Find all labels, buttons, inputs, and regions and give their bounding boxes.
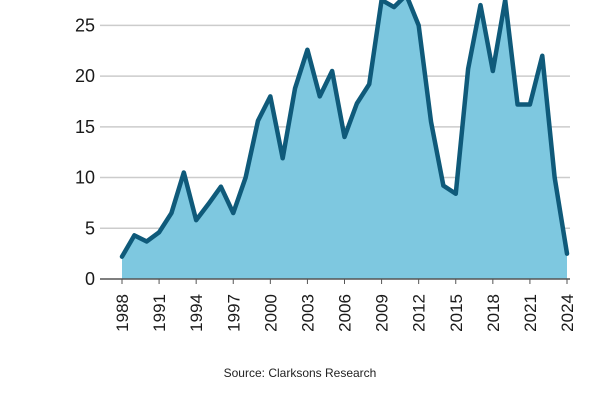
y-axis-ticks: 0 5 10 15 20 25: [75, 15, 95, 289]
y-tick-label: 5: [85, 218, 95, 238]
x-axis-ticks: 1988 1991 1994 1997 2000 2003 2006 2009 2012 2015…: [113, 279, 577, 332]
area-fill: [122, 0, 567, 279]
x-tick-label: 2003: [298, 294, 317, 332]
y-tick-label: 10: [75, 168, 95, 188]
x-tick-label: 2012: [410, 294, 429, 332]
y-tick-label: 25: [75, 15, 95, 35]
y-tick-label: 15: [75, 117, 95, 137]
x-tick-label: 2009: [373, 294, 392, 332]
x-tick-label: 2018: [484, 294, 503, 332]
x-tick-label: 2015: [447, 294, 466, 332]
x-tick-label: 1988: [113, 294, 132, 332]
plot-area: [100, 0, 570, 280]
x-tick-label: 1994: [187, 294, 206, 332]
y-tick-label: 0: [85, 269, 95, 289]
x-tick-label: 2021: [521, 294, 540, 332]
source-note: Source: Clarksons Research: [223, 366, 377, 380]
y-tick-label: 20: [75, 66, 95, 86]
x-tick-label: 2006: [336, 294, 355, 332]
x-tick-label: 2024: [558, 294, 577, 332]
x-tick-label: 2000: [261, 294, 280, 332]
x-tick-label: 1991: [150, 294, 169, 332]
x-tick-label: 1997: [224, 294, 243, 332]
